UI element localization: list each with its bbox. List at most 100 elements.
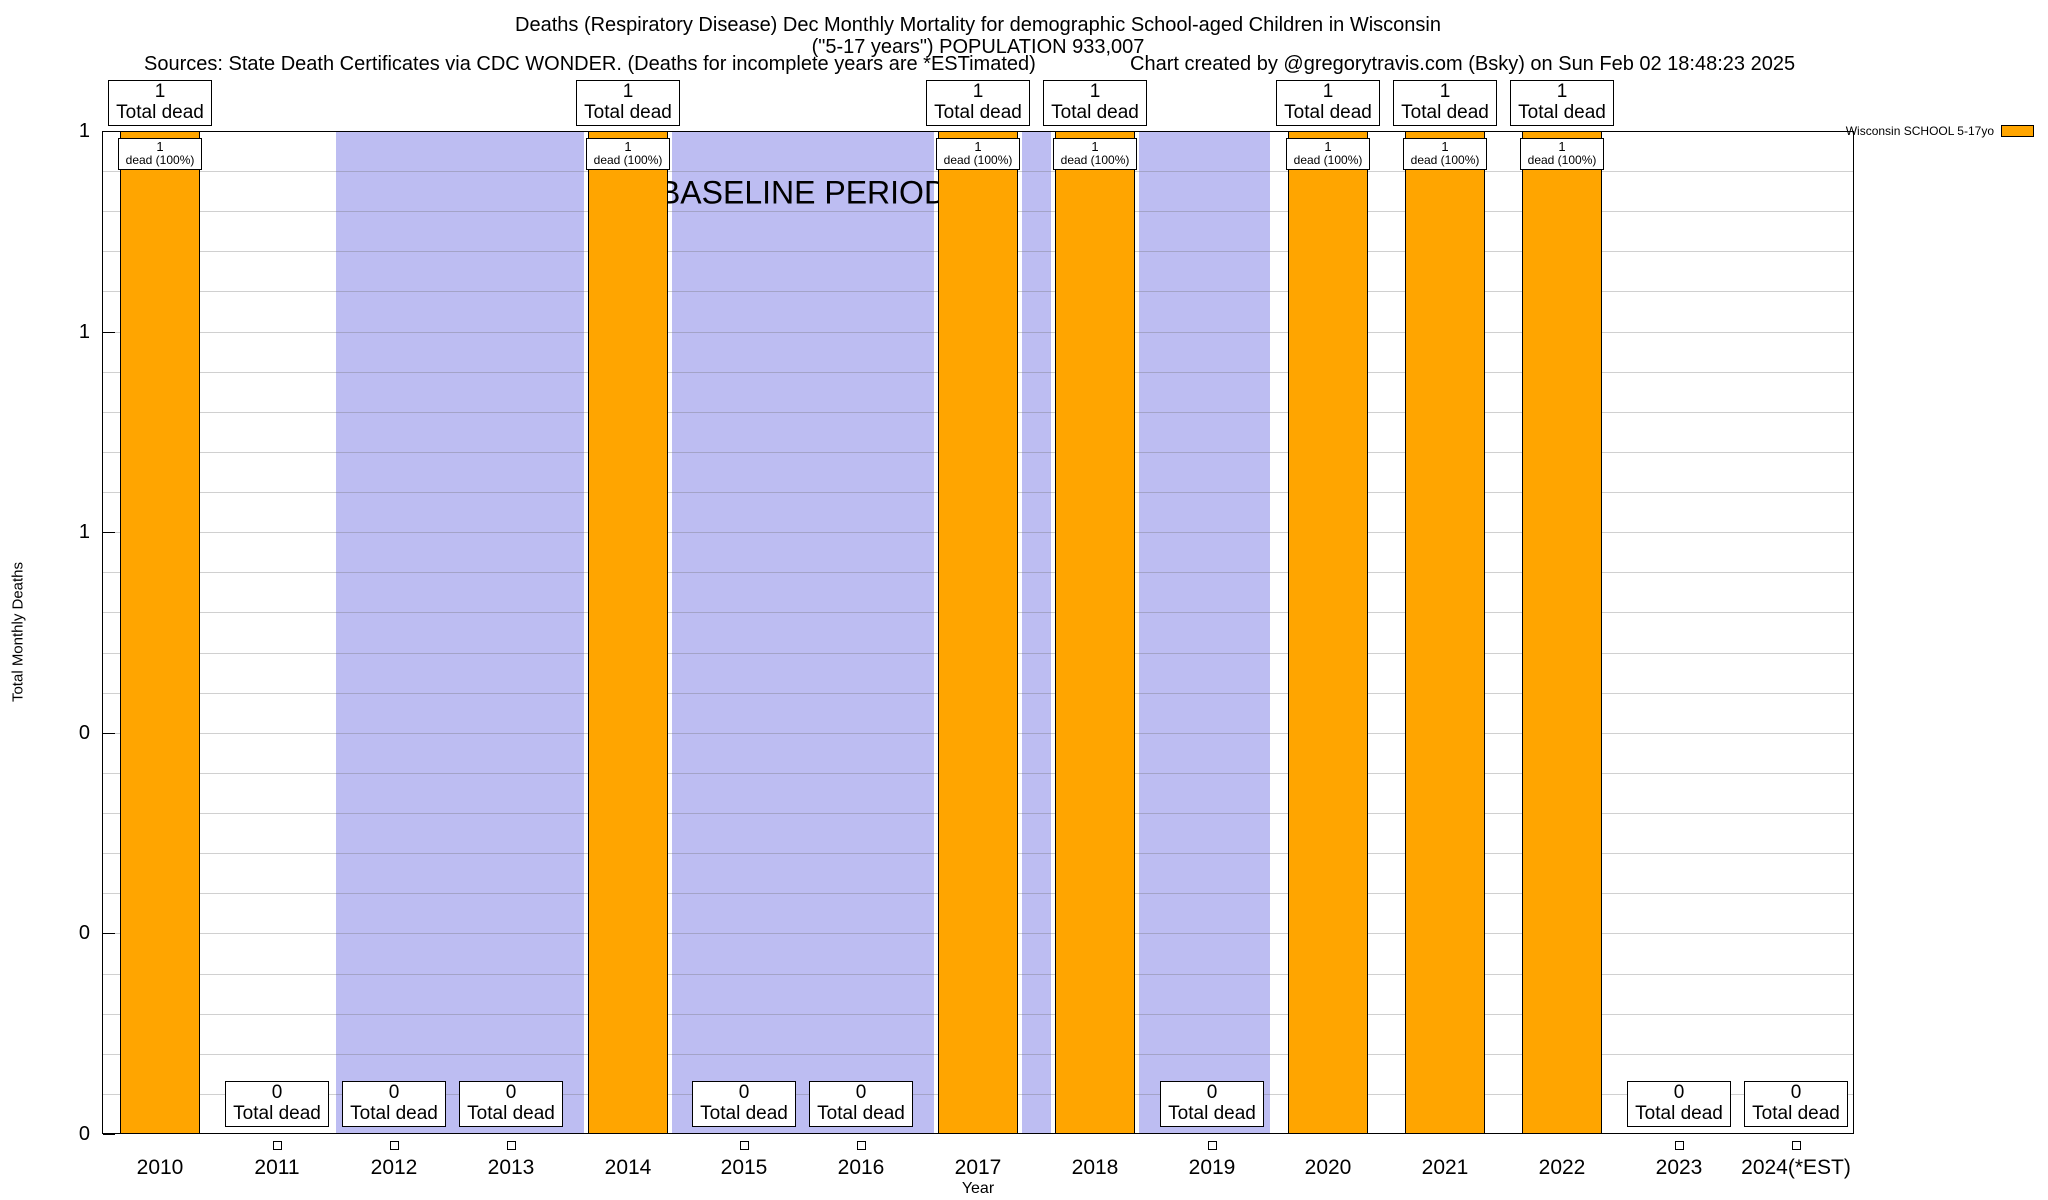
zero-dead-text: Total dead [700,1103,788,1124]
bar-inner-count: 1 [156,139,164,154]
total-dead-count: 1 [1556,81,1568,102]
y-tick-mark [103,733,115,734]
zero-dead-box: 0 Total dead [459,1081,563,1127]
bar-inner-count: 1 [974,139,982,154]
bar-inner-label-box: 1 dead (100%) [1053,138,1137,170]
zero-dead-text: Total dead [1635,1103,1723,1124]
zero-dead-text: Total dead [233,1103,321,1124]
total-dead-text: Total dead [1401,102,1489,123]
bar-inner-text: dead (100%) [943,153,1013,167]
y-tick-mark [103,332,115,333]
x-tick-label: 2018 [1071,1156,1119,1179]
zero-dead-count: 0 [271,1082,283,1103]
zero-dead-box: 0 Total dead [809,1081,913,1127]
total-dead-text: Total dead [1284,102,1372,123]
x-tick-label: 2013 [487,1156,535,1179]
y-tick-mark [103,532,115,533]
zero-dead-count: 0 [855,1082,867,1103]
zero-point-marker [1792,1141,1801,1150]
bar-inner-label-box: 1 dead (100%) [586,138,670,170]
legend: Wisconsin SCHOOL 5-17yo [1846,124,2034,138]
bar-inner-text: dead (100%) [593,153,663,167]
x-tick-label: 2016 [837,1156,885,1179]
total-dead-box: 1 Total dead [108,80,212,126]
total-dead-box: 1 Total dead [1276,80,1380,126]
zero-dead-text: Total dead [817,1103,905,1124]
total-dead-text: Total dead [116,102,204,123]
bar-inner-label-box: 1 dead (100%) [118,138,202,170]
total-dead-count: 1 [622,81,634,102]
bar-inner-count: 1 [1091,139,1099,154]
zero-dead-count: 0 [388,1082,400,1103]
zero-point-marker [857,1141,866,1150]
total-dead-box: 1 Total dead [1393,80,1497,126]
zero-point-marker [507,1141,516,1150]
zero-dead-count: 0 [1206,1082,1218,1103]
y-tick-label: 0 [78,722,90,744]
zero-point-marker [1675,1141,1684,1150]
zero-dead-text: Total dead [467,1103,555,1124]
bar-inner-text: dead (100%) [1060,153,1130,167]
zero-dead-count: 0 [738,1082,750,1103]
zero-dead-box: 0 Total dead [342,1081,446,1127]
bar-inner-count: 1 [1441,139,1449,154]
zero-dead-box: 0 Total dead [692,1081,796,1127]
zero-dead-count: 0 [1673,1082,1685,1103]
zero-point-marker [740,1141,749,1150]
zero-dead-text: Total dead [1752,1103,1840,1124]
bar [1405,131,1485,1134]
zero-dead-count: 0 [1790,1082,1802,1103]
bar-inner-text: dead (100%) [1527,153,1597,167]
total-dead-text: Total dead [1051,102,1139,123]
y-tick-label: 0 [78,1123,90,1145]
bar [1055,131,1135,1134]
zero-dead-text: Total dead [1168,1103,1256,1124]
x-axis-title: Year [961,1180,995,1197]
total-dead-box: 1 Total dead [1510,80,1614,126]
zero-dead-count: 0 [505,1082,517,1103]
bar-inner-label-box: 1 dead (100%) [1286,138,1370,170]
y-tick-label: 1 [78,521,90,543]
zero-point-marker [273,1141,282,1150]
y-tick-label: 1 [78,321,90,343]
sources-note: Sources: State Death Certificates via CD… [144,53,1036,75]
y-tick-mark [103,1134,115,1135]
x-tick-label: 2019 [1188,1156,1236,1179]
bar-inner-text: dead (100%) [1410,153,1480,167]
bar-inner-text: dead (100%) [1293,153,1363,167]
x-tick-label: 2024(*EST) [1741,1156,1851,1179]
x-tick-label: 2021 [1421,1156,1469,1179]
x-tick-label: 2020 [1304,1156,1352,1179]
total-dead-text: Total dead [1518,102,1606,123]
y-tick-label: 1 [78,120,90,142]
bar-inner-label-box: 1 dead (100%) [1403,138,1487,170]
x-tick-label: 2017 [954,1156,1002,1179]
zero-dead-box: 0 Total dead [1744,1081,1848,1127]
bar-inner-label-box: 1 dead (100%) [1520,138,1604,170]
zero-point-marker [390,1141,399,1150]
total-dead-count: 1 [972,81,984,102]
x-tick-label: 2011 [254,1156,300,1179]
chart-subtitle: ("5-17 years") POPULATION 933,007 [811,36,1145,58]
zero-dead-text: Total dead [350,1103,438,1124]
total-dead-count: 1 [1089,81,1101,102]
x-tick-label: 2023 [1655,1156,1703,1179]
y-tick-mark [103,933,115,934]
legend-label: Wisconsin SCHOOL 5-17yo [1845,124,1994,138]
x-tick-label: 2022 [1538,1156,1586,1179]
total-dead-box: 1 Total dead [576,80,680,126]
total-dead-text: Total dead [934,102,1022,123]
chart-title: Deaths (Respiratory Disease) Dec Monthly… [515,14,1441,36]
total-dead-count: 1 [1439,81,1451,102]
zero-dead-box: 0 Total dead [225,1081,329,1127]
x-tick-label: 2014 [604,1156,652,1179]
bar [1288,131,1368,1134]
x-tick-label: 2015 [720,1156,768,1179]
zero-dead-box: 0 Total dead [1627,1081,1731,1127]
x-tick-label: 2010 [136,1156,184,1179]
total-dead-text: Total dead [584,102,672,123]
zero-point-marker [1208,1141,1217,1150]
bar [120,131,200,1134]
